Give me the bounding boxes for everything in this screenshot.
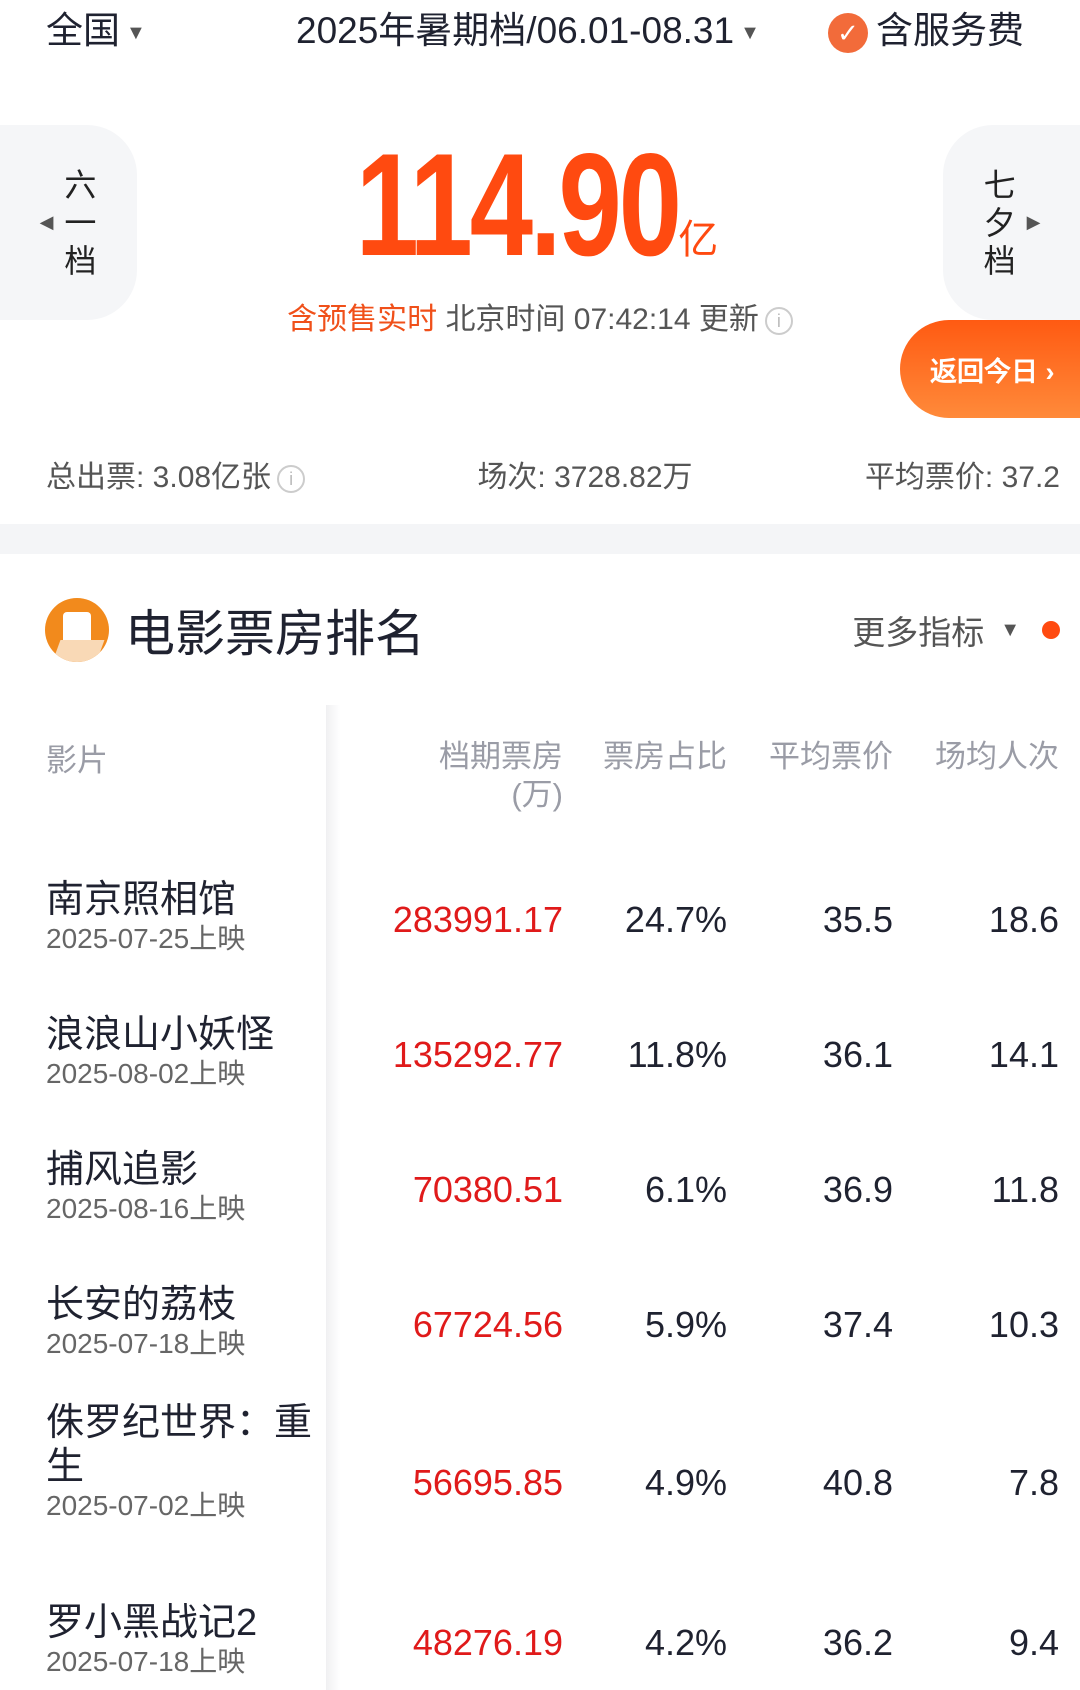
col-avg-price[interactable]: 平均票价 — [769, 739, 893, 774]
avg-price-value: 36.1 — [822, 1034, 893, 1075]
prev-period-button[interactable]: ◀ 六一档 — [0, 125, 137, 320]
caret-down-icon: ▼ — [126, 21, 146, 44]
share-value: 11.8% — [627, 1034, 727, 1075]
notification-dot — [1042, 621, 1060, 639]
caret-down-icon: ▼ — [740, 21, 760, 44]
film-name: 浪浪山小妖怪 — [46, 1014, 275, 1056]
cinema-logo-icon — [45, 598, 109, 662]
arrow-right-icon: ▶ — [1026, 212, 1041, 232]
box-office-value: 283991.17 — [392, 899, 563, 940]
avg-attendance-value: 7.8 — [1008, 1462, 1059, 1503]
total-box-office: 114.90亿 — [355, 123, 719, 286]
service-fee-toggle[interactable]: ✓ 含服务费 — [828, 0, 1024, 54]
film-name: 罗小黑战记2 — [46, 1602, 258, 1644]
share-value: 4.2% — [644, 1622, 727, 1663]
film-cell: 罗小黑战记2 2025-07-18上映 — [46, 1601, 326, 1679]
share-value: 4.9% — [644, 1462, 727, 1503]
more-metrics-dropdown[interactable]: 更多指标 ▼ — [852, 606, 1060, 654]
release-date: 2025-07-25上映 — [46, 923, 246, 954]
avg-attendance-value: 18.6 — [988, 899, 1059, 940]
film-cell: 南京照相馆 2025-07-25上映 — [46, 878, 326, 956]
box-office-value: 48276.19 — [412, 1622, 563, 1663]
arrow-left-icon: ◀ — [39, 212, 54, 232]
film-name: 南京照相馆 — [46, 879, 237, 921]
avg-attendance-value: 9.4 — [1008, 1622, 1059, 1663]
release-date: 2025-07-18上映 — [46, 1646, 246, 1677]
info-icon[interactable]: i — [764, 307, 793, 336]
box-office-value: 67724.56 — [412, 1304, 563, 1345]
box-office-value: 56695.85 — [412, 1462, 563, 1503]
col-share[interactable]: 票房占比 — [603, 739, 727, 774]
next-period-button[interactable]: 七夕档 ▶ — [943, 125, 1080, 320]
caret-down-icon: ▼ — [1000, 618, 1020, 641]
avg-price-value: 40.8 — [822, 1462, 893, 1503]
update-info: 含预售实时 北京时间 07:42:14 更新 i — [0, 300, 1080, 340]
shows-stat: 场次: 3728.82万 — [477, 461, 693, 494]
tickets-stat: 总出票: 3.08亿张 i — [46, 452, 306, 496]
back-today-button[interactable]: 返回今日 › — [900, 320, 1080, 418]
film-name: 侏罗纪世界：重生 — [46, 1402, 313, 1488]
avg-attendance-value: 10.3 — [988, 1304, 1059, 1345]
avg-price-stat: 平均票价: 37.2 — [864, 461, 1060, 494]
release-date: 2025-08-02上映 — [46, 1058, 246, 1089]
sticky-column-shadow — [326, 705, 340, 1690]
avg-price-value: 35.5 — [822, 899, 893, 940]
avg-price-value: 36.9 — [822, 1169, 893, 1210]
box-office-value: 135292.77 — [392, 1034, 563, 1075]
col-film: 影片 — [46, 743, 108, 778]
summary-stats: 总出票: 3.08亿张 i 场次: 3728.82万 平均票价: 37.2 — [46, 452, 1060, 496]
avg-attendance-value: 11.8 — [991, 1169, 1059, 1210]
region-selector[interactable]: 全国 ▼ — [46, 10, 146, 51]
col-box-office[interactable]: 档期票房 (万) — [439, 739, 563, 812]
share-value: 24.7% — [624, 899, 727, 940]
film-cell: 侏罗纪世界：重生 2025-07-02上映 — [46, 1401, 326, 1523]
avg-price-value: 36.2 — [822, 1622, 893, 1663]
release-date: 2025-08-16上映 — [46, 1193, 246, 1224]
film-cell: 浪浪山小妖怪 2025-08-02上映 — [46, 1013, 326, 1091]
check-icon: ✓ — [828, 13, 868, 54]
film-name: 长安的荔枝 — [46, 1284, 237, 1326]
share-value: 6.1% — [644, 1169, 727, 1210]
info-icon[interactable]: i — [277, 465, 306, 494]
share-value: 5.9% — [644, 1304, 727, 1345]
release-date: 2025-07-02上映 — [46, 1490, 246, 1521]
box-office-value: 70380.51 — [412, 1169, 563, 1210]
col-avg-attendance[interactable]: 场均人次 — [935, 739, 1059, 774]
release-date: 2025-07-18上映 — [46, 1328, 246, 1359]
film-cell: 捕风追影 2025-08-16上映 — [46, 1148, 326, 1226]
film-cell: 长安的荔枝 2025-07-18上映 — [46, 1283, 326, 1361]
film-name: 捕风追影 — [46, 1149, 199, 1191]
top-bar: 全国 ▼ 2025年暑期档/06.01-08.31 ▼ ✓ 含服务费 — [0, 0, 1080, 54]
avg-attendance-value: 14.1 — [988, 1034, 1059, 1075]
divider — [0, 524, 1080, 554]
period-selector[interactable]: 2025年暑期档/06.01-08.31 ▼ — [296, 10, 760, 51]
section-header: 电影票房排名 更多指标 ▼ — [45, 595, 1060, 665]
avg-price-value: 37.4 — [822, 1304, 893, 1345]
